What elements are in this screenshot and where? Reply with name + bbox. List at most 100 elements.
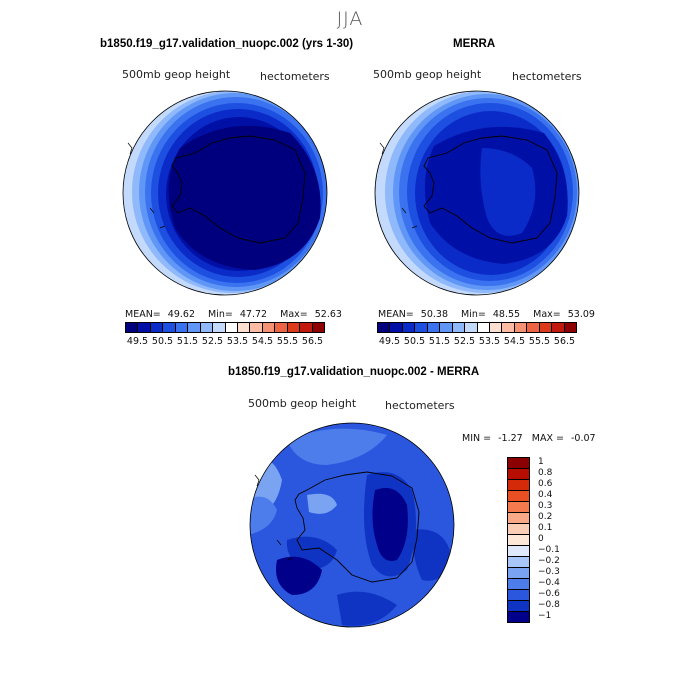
panel3-colorbar-swatch — [508, 568, 529, 579]
panel3-colorbar-tick-label: 0.3 — [538, 501, 553, 512]
panel3-max-value: -0.07 — [570, 433, 596, 444]
panel2-colorbar-swatch — [514, 323, 528, 332]
panel2-colorbar-tick-label: 54.5 — [503, 336, 526, 347]
panel3-colorbar-tick-label: 0.2 — [538, 512, 553, 523]
panel2-colorbar-swatch — [552, 323, 565, 332]
panel1-colorbar-swatch — [175, 323, 189, 332]
panel1-coastline — [171, 135, 306, 244]
panel3-min-value: -1.27 — [498, 433, 523, 444]
panel3-colorbar-swatch — [508, 458, 529, 469]
panel1-colorbar-swatch — [126, 323, 139, 332]
panel3-colorbar-tick-label: −0.4 — [538, 577, 560, 588]
panel1-colorbar-tick-label: 49.5 — [126, 336, 149, 347]
panel3-colorbar-tick-label: 1 — [538, 457, 544, 468]
panel2-colorbar-tick-label: 55.5 — [528, 336, 551, 347]
panel2-colorbar-swatch — [440, 323, 453, 332]
panel2-colorbar-tick-label: 50.5 — [403, 336, 426, 347]
panel2-polar-map — [374, 90, 580, 296]
panel3-colorbar-ticks: 1 0.8 0.6 0.4 0.3 0.2 0.1 0 −0.1 −0.2 −0.3 −0.4 −0.6… — [538, 457, 588, 621]
panel3-units-label: hectometers — [385, 399, 455, 412]
panel2-colorbar-swatch — [502, 323, 515, 332]
panel2-mean-value: 50.38 — [420, 309, 448, 320]
panel1-title: b1850.f19_g17.validation_nuopc.002 (yrs … — [100, 38, 354, 50]
panel3-title: b1850.f19_g17.validation_nuopc.002 - MER… — [228, 366, 480, 378]
panel2-variable-label: 500mb geop height — [373, 68, 482, 81]
panel1-stats: MEAN= 49.62 Min= 47.72 Max= 52.63 — [125, 309, 342, 320]
panel3-colorbar-tick-label: −0.2 — [538, 555, 560, 566]
panel2-colorbar-swatch — [489, 323, 503, 332]
panel3-colorbar-tick-label: 0.8 — [538, 468, 553, 479]
panel2-max-label: Max= — [533, 309, 561, 320]
panel2-colorbar-swatch — [539, 323, 553, 332]
panel2-colorbar-swatch — [427, 323, 441, 332]
panel1-colorbar-tick-label: 55.5 — [276, 336, 299, 347]
panel3-colorbar-tick-label: 0.4 — [538, 490, 553, 501]
panel3-colorbar-swatch — [508, 469, 529, 480]
panel3-colorbar-swatch — [508, 491, 529, 502]
panel2-colorbar-swatch — [465, 323, 478, 332]
panel3-colorbar-tick-label: 0.6 — [538, 479, 553, 490]
panel2-coastline — [423, 135, 558, 244]
panel1-min-value: 47.72 — [239, 309, 268, 320]
panel3-colorbar-swatch — [508, 546, 529, 557]
panel3-colorbar-tick-label: 0 — [538, 534, 544, 544]
panel3-colorbar-tick-label: 0.1 — [538, 523, 553, 534]
panel2-title: MERRA — [453, 38, 496, 50]
panel3-colorbar-tick-label: −0.3 — [538, 566, 560, 577]
panel3-colorbar-tick-label: −0.1 — [538, 544, 560, 555]
panel3-colorbar-swatch — [508, 502, 529, 513]
panel1-min-label: Min= — [208, 309, 233, 320]
panel1-colorbar-swatch — [188, 323, 201, 332]
panel1-max-value: 52.63 — [314, 309, 342, 320]
panel3-colorbar-tick-label: −0.8 — [538, 599, 560, 610]
panel2-stats: MEAN= 50.38 Min= 48.55 Max= 53.09 — [378, 309, 595, 320]
panel3-colorbar-swatch — [508, 524, 529, 535]
panel2-min-label: Min= — [461, 309, 486, 320]
panel1-colorbar-swatch — [275, 323, 288, 332]
panel3-colorbar-swatch — [508, 579, 529, 590]
panel2-colorbar-tick-label: 56.5 — [553, 336, 576, 347]
panel1-colorbar-swatch — [250, 323, 263, 332]
panel3-colorbar-tick-label: −1 — [538, 610, 552, 621]
panel3-colorbar-swatch — [508, 601, 529, 612]
panel2-colorbar-swatch — [402, 323, 416, 332]
panel1-colorbar-swatch — [287, 323, 301, 332]
panel2-colorbar-tick-label: 53.5 — [478, 336, 501, 347]
panel1-polar-map — [122, 90, 328, 296]
panel3-coastline — [294, 471, 420, 583]
panel1-colorbar-tick-label: 56.5 — [301, 336, 324, 347]
panel2-colorbar-swatch — [477, 323, 490, 332]
figure-season-title: JJA — [336, 8, 364, 30]
panel1-colorbar-ticks: 49.5 50.5 51.5 52.5 53.5 54.5 55.5 56.5 — [125, 336, 325, 348]
panel2-colorbar-swatch — [564, 323, 576, 332]
panel2-colorbar-tick-label: 52.5 — [453, 336, 476, 347]
panel2-colorbar-swatch — [415, 323, 428, 332]
panel3-variable-label: 500mb geop height — [248, 397, 357, 410]
panel1-units-label: hectometers — [260, 70, 330, 83]
panel1-mean-value: 49.62 — [167, 309, 195, 320]
panel1-colorbar-swatch — [262, 323, 276, 332]
panel1-colorbar-swatch — [213, 323, 226, 332]
panel1-colorbar-tick-label: 51.5 — [176, 336, 199, 347]
panel3-colorbar-swatch — [508, 535, 529, 546]
panel1-colorbar-swatch — [237, 323, 251, 332]
panel1-colorbar-swatch — [300, 323, 313, 332]
panel2-max-value: 53.09 — [567, 309, 595, 320]
panel2-colorbar-ticks: 49.5 50.5 51.5 52.5 53.5 54.5 55.5 56.5 — [377, 336, 577, 348]
panel1-colorbar-swatch — [200, 323, 214, 332]
panel3-colorbar-swatch — [508, 480, 529, 491]
panel1-colorbar-swatch — [312, 323, 324, 332]
panel2-colorbar-swatch — [452, 323, 466, 332]
panel1-colorbar-tick-label: 52.5 — [201, 336, 224, 347]
panel2-colorbar-tick-label: 49.5 — [378, 336, 401, 347]
panel1-colorbar-tick-label: 54.5 — [251, 336, 274, 347]
panel3-polar-map — [249, 422, 455, 628]
panel3-colorbar-swatch — [508, 513, 529, 524]
panel2-colorbar-swatch — [378, 323, 391, 332]
panel3-colorbar-swatch — [508, 590, 529, 601]
panel1-colorbar — [125, 322, 325, 333]
panel2-min-value: 48.55 — [492, 309, 521, 320]
panel1-colorbar-swatch — [150, 323, 164, 332]
panel3-max-label: MAX = — [531, 433, 564, 444]
panel3-colorbar-swatch — [508, 612, 529, 622]
